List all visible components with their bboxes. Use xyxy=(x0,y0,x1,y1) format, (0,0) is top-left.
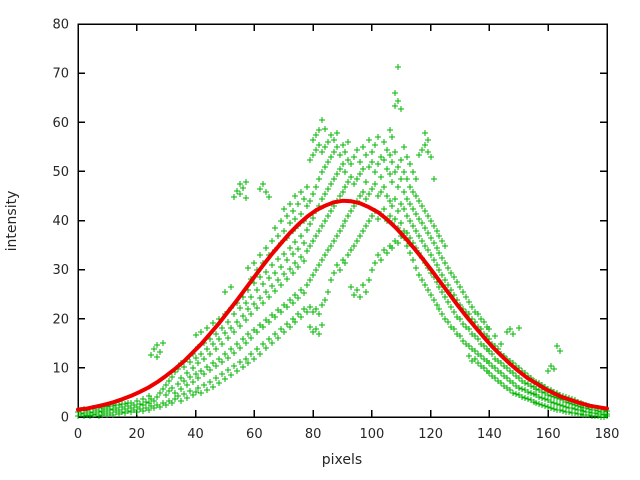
x-axis-label: pixels xyxy=(322,452,362,468)
scatter-series xyxy=(75,64,610,420)
y-tick-label: 30 xyxy=(52,263,69,278)
y-tick-label: 70 xyxy=(52,67,69,82)
x-tick-label: 140 xyxy=(477,427,502,442)
x-tick-label: 100 xyxy=(359,427,384,442)
x-tick-label: 0 xyxy=(74,427,82,442)
x-tick-label: 120 xyxy=(418,427,443,442)
x-tick-label: 160 xyxy=(536,427,561,442)
y-tick-label: 0 xyxy=(61,411,69,426)
x-tick-label: 20 xyxy=(129,427,146,442)
x-tick-label: 40 xyxy=(187,427,204,442)
fit-line-path xyxy=(76,198,609,412)
y-tick-label: 20 xyxy=(52,312,69,327)
x-tick-label: 180 xyxy=(595,427,620,442)
y-tick-label: 60 xyxy=(52,116,69,131)
x-tick-label: 60 xyxy=(246,427,263,442)
scatter-marker-path xyxy=(75,64,610,420)
axes: 0 20 40 60 80 100 120 140 160 180 0 10 20 30 40 50 60 70 8… xyxy=(52,18,619,443)
y-tick-label: 10 xyxy=(52,361,69,376)
x-tick-label: 80 xyxy=(305,427,322,442)
y-axis-label: intensity xyxy=(4,191,20,252)
y-tick-label: 80 xyxy=(52,18,69,33)
y-tick-label: 40 xyxy=(52,214,69,229)
y-tick-label: 50 xyxy=(52,165,69,180)
fit-curve-series xyxy=(76,198,609,412)
